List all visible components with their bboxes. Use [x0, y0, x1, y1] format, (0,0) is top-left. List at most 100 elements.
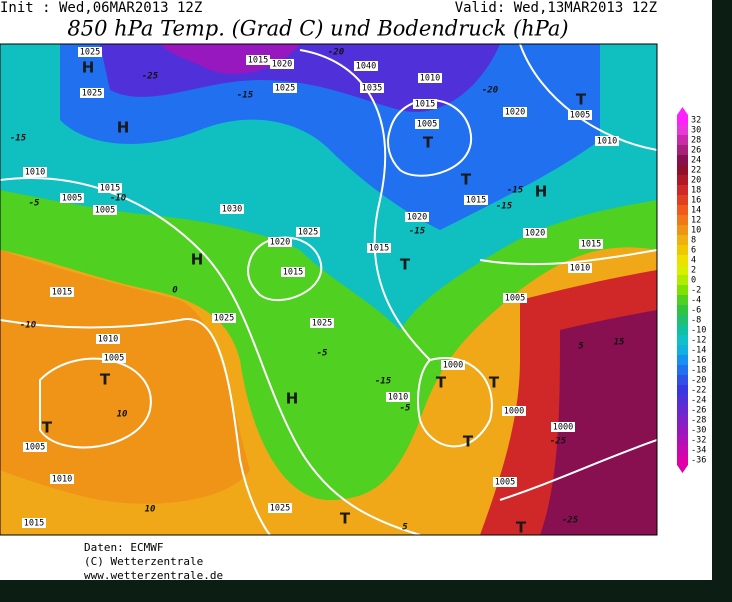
isobar-label: 1020 — [270, 238, 290, 248]
isobar-label: 1025 — [82, 89, 102, 99]
isobar-label: 1035 — [362, 84, 382, 94]
isobar-label-box — [220, 204, 244, 214]
colorbar-label: 30 — [691, 126, 701, 136]
isobar-label: 1000 — [553, 423, 573, 433]
isobar-label: 1010 — [52, 475, 72, 485]
isobar-label-box — [23, 167, 47, 177]
pressure-center: H — [286, 390, 299, 408]
colorbar-swatch — [677, 185, 688, 195]
isobar-label: 1005 — [570, 111, 590, 121]
isobar-label-box — [268, 503, 292, 513]
isobar-label-box — [268, 237, 292, 247]
colorbar-swatch — [677, 425, 688, 435]
map-title: 850 hPa Temp. (Grad C) und Bodendruck (h… — [67, 17, 568, 41]
website: www.wetterzentrale.de — [84, 569, 223, 582]
isobar-label-box — [23, 442, 47, 452]
temperature-label: -5 — [400, 404, 411, 414]
isobar-label: 1015 — [283, 268, 303, 278]
isobar-label: 1015 — [100, 184, 120, 194]
pressure-center: T — [576, 91, 587, 109]
colorbar-swatch — [677, 145, 688, 155]
isobar-label-box — [568, 263, 592, 273]
colorbar-label: -36 — [691, 456, 706, 466]
isobar-label-box — [595, 136, 619, 146]
colorbar-swatch — [677, 295, 688, 305]
colorbar-label: 0 — [691, 276, 696, 286]
isobar-label-box — [96, 334, 120, 344]
isobar-label: 1010 — [98, 335, 118, 345]
pressure-center: T — [340, 510, 351, 528]
colorbar-swatch — [677, 445, 688, 455]
colorbar-label: -24 — [691, 396, 706, 406]
isobar-label-box — [568, 110, 592, 120]
temperature-label: 5 — [578, 342, 584, 352]
temperature-label: 15 — [614, 338, 625, 348]
isobar-label-box — [310, 318, 334, 328]
colorbar-swatch — [677, 455, 688, 465]
isobar-label-box — [360, 83, 384, 93]
colorbar-swatch — [677, 385, 688, 395]
colorbar-label: -10 — [691, 326, 706, 336]
isobar-label: 1025 — [80, 48, 100, 58]
colorbar-swatch — [677, 225, 688, 235]
colorbar-swatch — [677, 195, 688, 205]
isobar-label: 1005 — [62, 194, 82, 204]
temperature-label: -25 — [562, 516, 579, 526]
colorbar-label: -26 — [691, 406, 706, 416]
isobar-label-box — [270, 59, 294, 69]
isobar-label-box — [354, 61, 378, 71]
colorbar-label: -28 — [691, 416, 706, 426]
isobar-label-box — [367, 243, 391, 253]
isobar-label-box — [246, 55, 270, 65]
valid-time: Valid: Wed,13MAR2013 12Z — [455, 0, 657, 16]
isobar-label-box — [523, 228, 547, 238]
colorbar-label: -6 — [691, 306, 701, 316]
temperature-label: -15 — [496, 202, 513, 212]
colorbar-swatch — [677, 325, 688, 335]
isobar-label-box — [464, 195, 488, 205]
colorbar-swatch — [677, 335, 688, 345]
isobar-label: 1020 — [272, 60, 292, 70]
colorbar-label: 6 — [691, 246, 696, 256]
colorbar-swatch — [677, 355, 688, 365]
isobar-label-box — [98, 183, 122, 193]
isobar-label: 1015 — [581, 240, 601, 250]
temperature-label: -15 — [10, 134, 27, 144]
colorbar-swatch — [677, 245, 688, 255]
isobar-label: 1015 — [415, 100, 435, 110]
colorbar-label: 4 — [691, 256, 696, 266]
isobar-label: 1015 — [466, 196, 486, 206]
temperature-label: -10 — [20, 321, 37, 331]
colorbar-label: 20 — [691, 176, 701, 186]
isobar-label-box — [93, 205, 117, 215]
data-source: Daten: ECMWF — [84, 541, 163, 554]
isobar-label-box — [551, 422, 575, 432]
colorbar-label: 18 — [691, 186, 701, 196]
isobar-label: 1025 — [312, 319, 332, 329]
isobar-label-box — [80, 88, 104, 98]
colorbar-label: -34 — [691, 446, 706, 456]
colorbar-swatch — [677, 435, 688, 445]
isobar-label-box — [50, 287, 74, 297]
colorbar-swatch — [677, 415, 688, 425]
isobar-label-box — [22, 518, 46, 528]
temperature-label: -25 — [142, 72, 159, 82]
pressure-center: T — [100, 371, 111, 389]
isobar-label: 1000 — [443, 361, 463, 371]
colorbar-swatch — [677, 405, 688, 415]
colorbar-label: -16 — [691, 356, 706, 366]
temperature-label: -10 — [110, 194, 127, 204]
temperature-label: -5 — [29, 199, 40, 209]
temperature-label: -15 — [237, 91, 254, 101]
colorbar-swatch — [677, 255, 688, 265]
colorbar-label: 10 — [691, 226, 701, 236]
isobar-label: 1015 — [52, 288, 72, 298]
colorbar: 32302826242220181614121086420-2-4-6-8-10… — [677, 107, 706, 473]
isobar-label: 1020 — [525, 229, 545, 239]
colorbar-label: -14 — [691, 346, 706, 356]
colorbar-label: -2 — [691, 286, 701, 296]
isobar-label: 1005 — [495, 478, 515, 488]
colorbar-label: 24 — [691, 156, 701, 166]
